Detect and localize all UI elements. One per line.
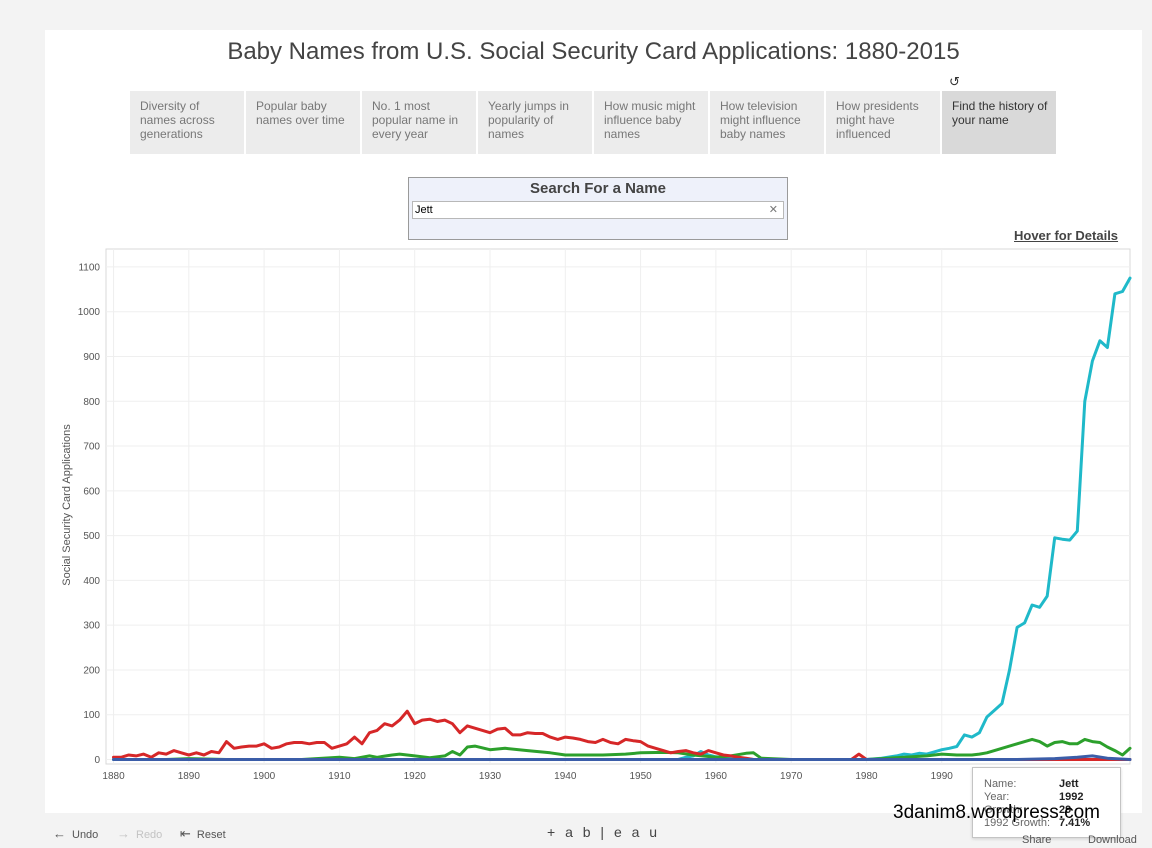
redo-label: Redo — [136, 829, 163, 841]
search-panel: Search For a Name ✕ — [408, 177, 788, 240]
tooltip-name-label: Name: — [984, 778, 1017, 790]
tab-yearly-jumps[interactable]: Yearly jumps in popularity of names — [478, 91, 592, 154]
y-tick-label: 700 — [83, 442, 100, 453]
tooltip-year-value: 1992 — [1059, 791, 1084, 803]
x-tick-label: 1940 — [554, 771, 577, 782]
tooltip-pct-value: 7.41% — [1059, 817, 1091, 829]
x-tick-label: 1970 — [780, 771, 803, 782]
tooltip: Name: Jett Year: 1992 Growth: 29 1992 Gr… — [972, 767, 1121, 838]
x-tick-label: 1890 — [178, 771, 201, 782]
y-tick-label: 300 — [83, 621, 100, 632]
x-tick-label: 1900 — [253, 771, 276, 782]
y-tick-label: 1100 — [78, 262, 100, 273]
redo-button[interactable]: → Redo — [117, 826, 162, 841]
tab-no1-name[interactable]: No. 1 most popular name in every year — [362, 91, 476, 154]
y-tick-label: 600 — [83, 486, 100, 497]
series-line-1 — [164, 737, 1132, 761]
dashboard-title: Baby Names from U.S. Social Security Car… — [227, 38, 960, 65]
search-input[interactable] — [413, 202, 763, 218]
y-axis-title: Social Security Card Applications — [61, 424, 73, 586]
tab-presidents[interactable]: How presidents might have influenced — [826, 91, 940, 154]
x-tick-label: 1980 — [855, 771, 878, 782]
x-tick-label: 1960 — [705, 771, 728, 782]
undo-label: Undo — [72, 829, 99, 841]
y-tick-label: 100 — [83, 710, 100, 721]
series-line-3 — [112, 754, 1132, 761]
search-title: Search For a Name — [530, 180, 666, 197]
download-button[interactable]: Download — [1088, 834, 1137, 846]
tooltip-year-label: Year: — [984, 791, 1010, 803]
x-tick-label: 1950 — [629, 771, 652, 782]
hover-details-link[interactable]: Hover for Details — [1014, 228, 1119, 243]
y-tick-label: 800 — [83, 397, 100, 408]
share-button[interactable]: Share — [1022, 834, 1051, 846]
plot-area — [105, 248, 1131, 765]
arrow-left-icon: ← — [53, 826, 66, 841]
toolbar: ← Undo → Redo ⇤ Reset + a b | e a u Share D… — [0, 824, 1152, 848]
y-tick-label: 200 — [83, 665, 100, 676]
reset-label: Reset — [196, 829, 226, 841]
undo-button[interactable]: ← Undo — [53, 826, 98, 841]
y-tick-label: 900 — [83, 352, 100, 363]
share-label: Share — [1022, 834, 1052, 846]
tableau-logo: + a b | e a u — [547, 824, 661, 840]
revert-icon[interactable]: ↺ — [949, 74, 960, 89]
search-field: ✕ — [412, 201, 784, 219]
reset-button[interactable]: ⇤ Reset — [180, 826, 226, 842]
tab-popular-names[interactable]: Popular baby names over time — [246, 91, 360, 154]
series-line-0 — [112, 276, 1132, 761]
clear-icon[interactable]: ✕ — [768, 204, 778, 216]
arrow-right-icon: → — [117, 826, 130, 841]
tab-diversity[interactable]: Diversity of names across generations — [130, 91, 244, 154]
tooltip-growth-label: Growth: — [984, 804, 1023, 816]
x-tick-label: 1880 — [102, 771, 125, 782]
y-tick-label: 0 — [94, 755, 100, 766]
y-tick-label: 400 — [83, 576, 100, 587]
x-tick-label: 1990 — [931, 771, 954, 782]
tooltip-growth-value: 29 — [1059, 804, 1072, 816]
tooltip-name-value: Jett — [1059, 778, 1079, 790]
reset-icon: ⇤ — [180, 826, 191, 841]
tab-music[interactable]: How music might influence baby names — [594, 91, 708, 154]
download-label: Download — [1088, 834, 1137, 846]
tab-name-history[interactable]: Find the history of your name — [942, 91, 1056, 154]
tooltip-pct-label: 1992 Growth: — [984, 817, 1051, 829]
series-line-2 — [112, 709, 1132, 761]
x-tick-label: 1920 — [404, 771, 427, 782]
y-tick-label: 1000 — [78, 307, 101, 318]
y-tick-label: 500 — [83, 531, 100, 542]
x-tick-label: 1910 — [328, 771, 351, 782]
watermark: 3danim8.wordpress.com — [893, 802, 1100, 823]
x-tick-label: 1930 — [479, 771, 502, 782]
tab-television[interactable]: How television might influence baby name… — [710, 91, 824, 154]
